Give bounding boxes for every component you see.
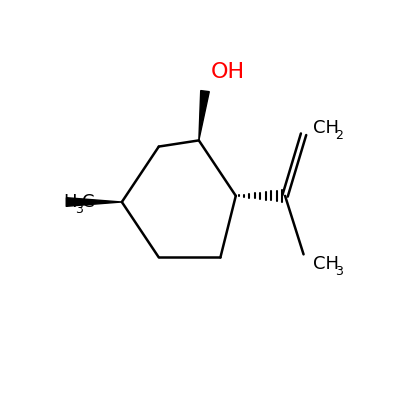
- Text: CH: CH: [313, 119, 339, 137]
- Polygon shape: [199, 90, 209, 140]
- Polygon shape: [66, 198, 122, 206]
- Text: 3: 3: [335, 265, 343, 278]
- Text: H: H: [63, 193, 77, 211]
- Text: OH: OH: [211, 62, 245, 82]
- Text: C: C: [82, 193, 94, 211]
- Text: 3: 3: [75, 203, 83, 216]
- Text: CH: CH: [313, 255, 339, 273]
- Text: 2: 2: [335, 129, 343, 142]
